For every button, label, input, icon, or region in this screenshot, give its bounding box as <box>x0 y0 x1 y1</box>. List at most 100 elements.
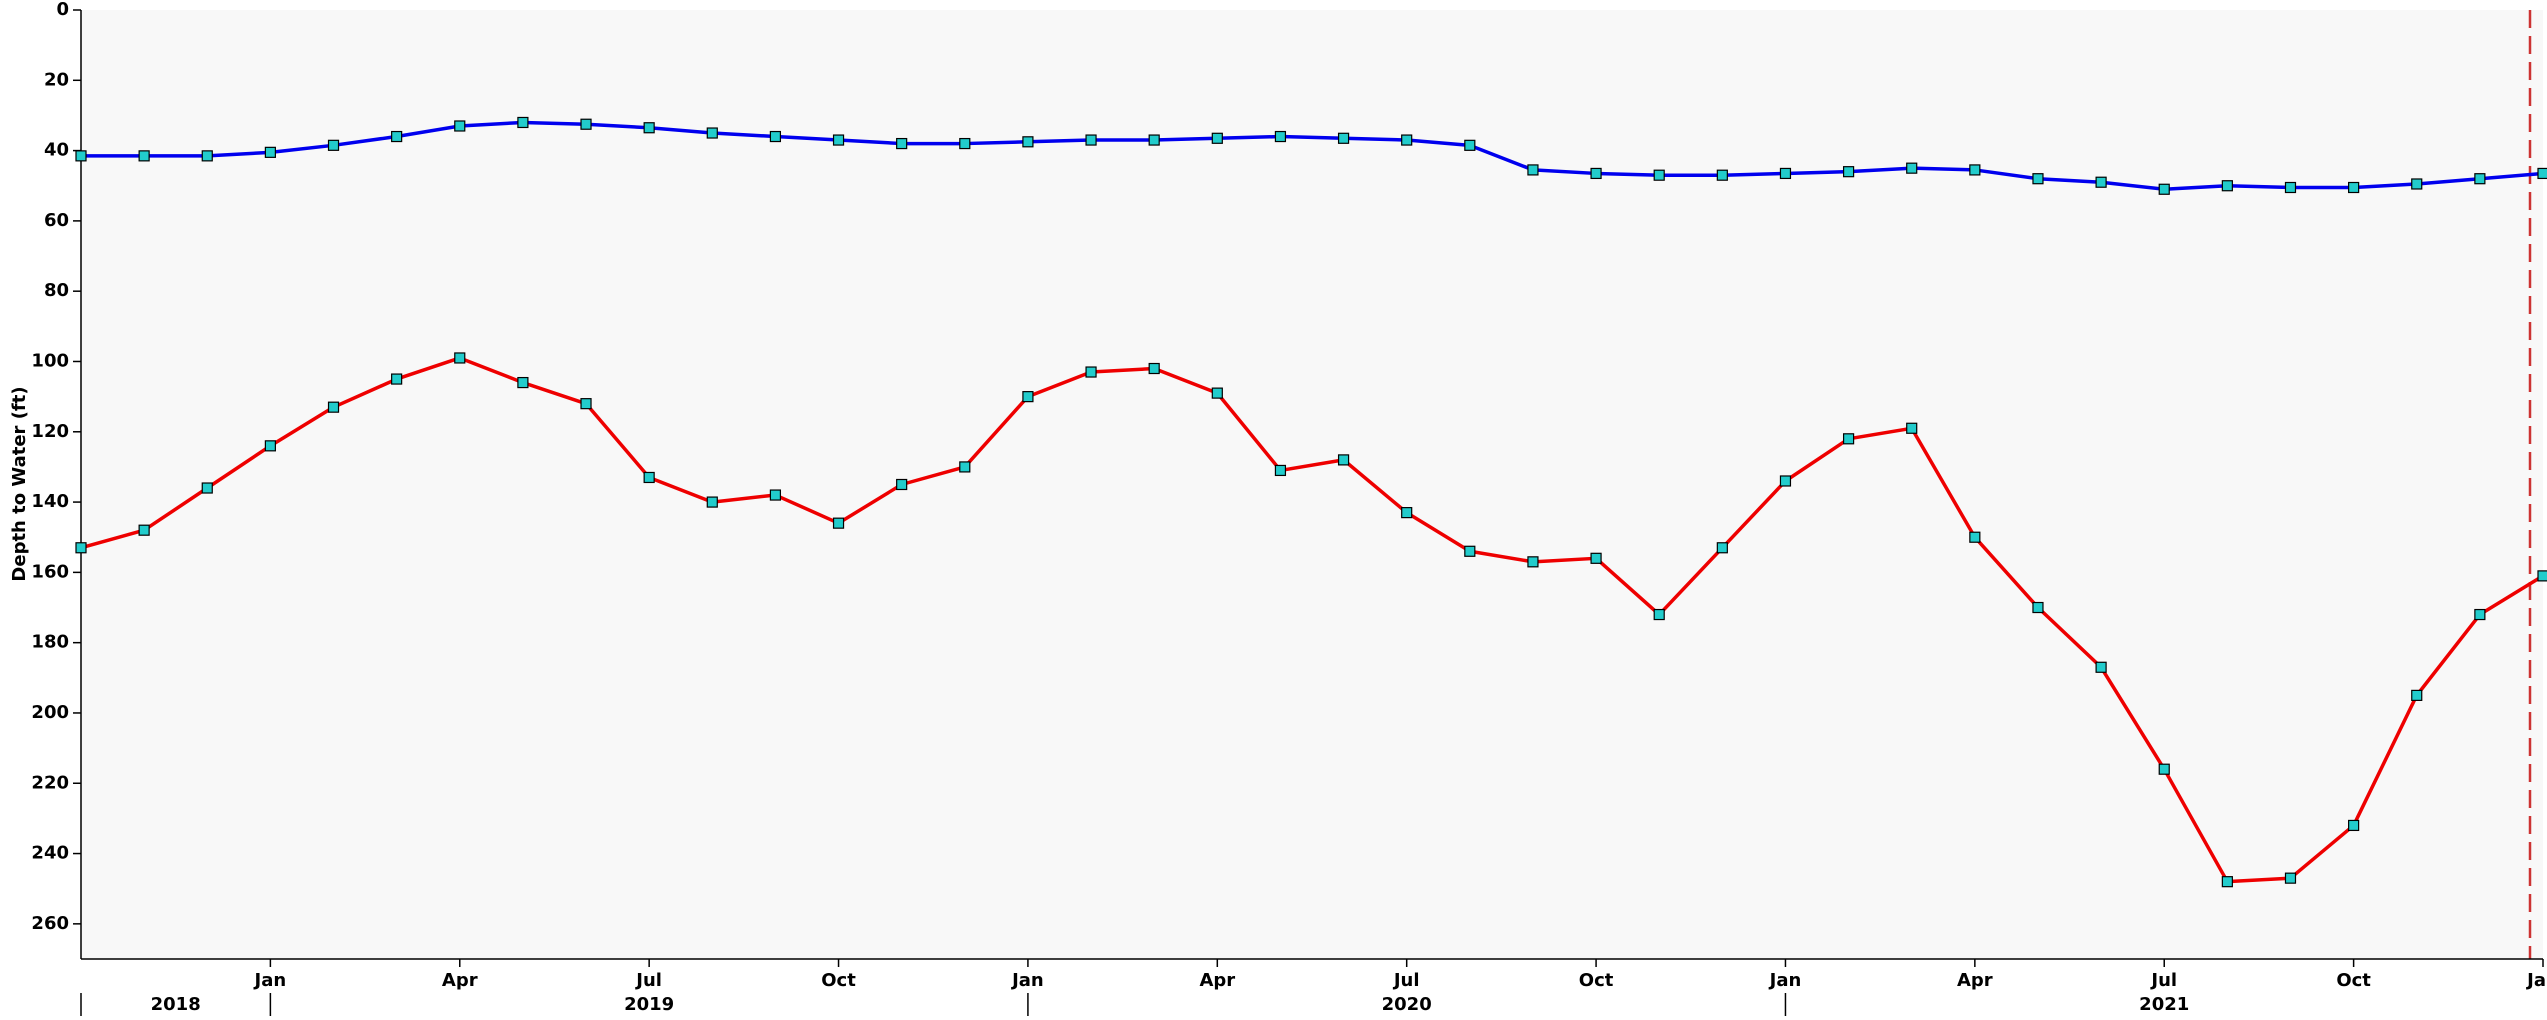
x-tick-label: Apr <box>1957 970 1993 991</box>
data-point <box>1653 608 1665 621</box>
data-point <box>706 496 718 508</box>
x-tick-label: Oct <box>2336 970 2371 991</box>
data-point <box>832 517 845 529</box>
data-point <box>2348 819 2360 832</box>
data-point <box>264 440 276 452</box>
y-tick-label: 260 <box>31 913 69 934</box>
data-point <box>2284 872 2297 884</box>
x-group-label: 2021 <box>2139 994 2189 1015</box>
data-point <box>832 134 845 146</box>
data-point <box>2411 178 2423 190</box>
data-point <box>1906 162 1918 174</box>
series-line <box>81 120 2544 192</box>
data-point <box>327 139 340 151</box>
data-point <box>1085 366 1097 378</box>
data-point <box>138 524 150 536</box>
data-point <box>1022 136 1034 148</box>
y-tick-label: 80 <box>44 280 69 301</box>
data-point <box>1716 169 1728 181</box>
data-point <box>1464 139 1476 151</box>
data-point <box>643 122 655 134</box>
data-point <box>2474 173 2486 185</box>
data-point <box>706 127 718 139</box>
data-point <box>1653 169 1665 181</box>
data-point <box>2158 183 2170 195</box>
data-point <box>1337 454 1350 466</box>
data-point <box>391 373 403 385</box>
data-point <box>454 120 466 132</box>
y-tick-label: 140 <box>31 491 69 512</box>
data-point <box>2095 176 2107 188</box>
data-point <box>1148 134 1160 146</box>
data-point <box>138 150 150 162</box>
data-point <box>1527 164 1539 176</box>
data-point <box>1527 556 1539 568</box>
x-tick-label: Jul <box>2149 970 2177 991</box>
x-group-label: 2020 <box>1382 994 1432 1015</box>
y-tick-label: 180 <box>31 632 69 653</box>
data-point <box>327 401 340 413</box>
data-point <box>2095 661 2107 673</box>
data-point <box>1716 542 1728 554</box>
y-tick-label: 100 <box>31 350 69 371</box>
x-tick-label: Jul <box>634 970 662 991</box>
y-tick-label: 20 <box>44 69 69 90</box>
x-tick-label: Jul <box>1392 970 1420 991</box>
data-point <box>1274 130 1287 143</box>
data-point <box>1401 507 1413 519</box>
y-tick-label: 60 <box>44 210 69 231</box>
data-point <box>769 489 782 501</box>
data-point <box>1337 132 1350 144</box>
x-tick-label: Jan <box>2525 970 2547 991</box>
y-tick-label: 200 <box>31 702 69 723</box>
data-point <box>896 478 908 491</box>
data-point <box>959 137 971 150</box>
x-tick-label: Oct <box>821 970 856 991</box>
data-point <box>75 542 87 554</box>
data-point <box>2221 876 2233 888</box>
data-point <box>1148 362 1160 375</box>
data-point <box>391 130 403 143</box>
data-point <box>1274 464 1287 477</box>
y-axis-label: Depth to Water (ft) <box>9 386 30 581</box>
data-point <box>1842 433 1855 445</box>
x-tick-label: Apr <box>442 970 478 991</box>
data-point <box>2284 181 2297 194</box>
data-point <box>1022 391 1034 403</box>
x-tick-label: Jan <box>253 970 287 991</box>
data-point <box>1969 164 1981 176</box>
data-point <box>1211 132 1223 144</box>
data-point <box>1401 134 1413 146</box>
data-point <box>643 471 655 484</box>
data-point <box>959 461 971 473</box>
data-point <box>201 482 213 494</box>
data-point <box>1590 167 1602 180</box>
data-point <box>1464 545 1476 557</box>
data-point <box>1906 422 1918 434</box>
data-point <box>454 352 466 364</box>
data-point <box>1085 134 1097 146</box>
plot-background <box>81 10 2543 959</box>
data-point <box>1779 475 1792 487</box>
y-tick-label: 120 <box>31 421 69 442</box>
x-group-label: 2018 <box>151 994 201 1015</box>
data-point <box>1211 387 1223 399</box>
y-tick-label: 160 <box>31 561 69 582</box>
y-tick-label: 40 <box>44 140 69 161</box>
x-tick-label: Oct <box>1579 970 1614 991</box>
data-point <box>1842 166 1855 178</box>
x-tick-label: Jan <box>1010 970 1044 991</box>
data-point <box>75 150 87 162</box>
data-point <box>2348 181 2360 194</box>
data-point <box>1779 167 1792 180</box>
data-point <box>2411 689 2423 701</box>
data-point <box>201 150 213 162</box>
x-tick-label: Apr <box>1199 970 1235 991</box>
data-point <box>517 376 529 389</box>
data-point <box>1969 531 1981 543</box>
data-point <box>517 116 529 129</box>
data-point <box>2537 167 2547 180</box>
data-point <box>580 398 592 410</box>
data-point <box>2158 763 2170 775</box>
